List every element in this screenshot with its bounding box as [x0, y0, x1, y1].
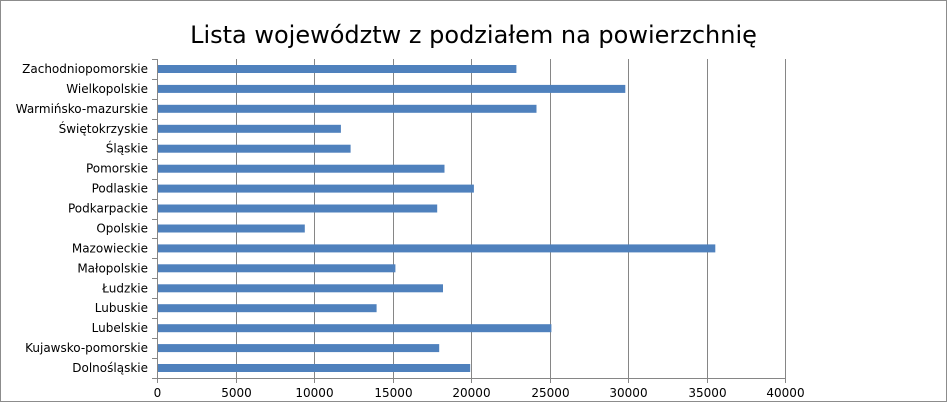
bar [157, 284, 443, 293]
category-label: Małopolskie [77, 261, 148, 275]
x-tick-label: 15000 [374, 386, 412, 400]
bar [157, 65, 517, 73]
x-tick-label: 35000 [688, 386, 726, 400]
x-tick-label: 10000 [295, 386, 333, 400]
category-label: Świętokrzyskie [59, 121, 148, 136]
category-label: Mazowieckie [72, 241, 148, 255]
bar [157, 84, 626, 93]
chart-title: Lista województw z podziałem na powierzc… [190, 21, 757, 49]
bar [157, 144, 351, 153]
x-tick-label: 20000 [452, 386, 490, 400]
category-label: Kujawsko-pomorskie [25, 341, 148, 355]
bar [157, 304, 377, 313]
bar [157, 264, 396, 273]
x-tick-label: 25000 [531, 386, 569, 400]
category-label: Śląskie [106, 141, 148, 156]
category-label: Podlaskie [92, 182, 148, 196]
x-tick-label: 40000 [766, 386, 804, 400]
category-label: Łudzkie [101, 281, 148, 295]
bar [157, 124, 341, 133]
bar [157, 204, 438, 213]
bar [157, 364, 471, 372]
x-tick-label: 0 [154, 386, 162, 400]
bar [157, 344, 440, 353]
category-label: Lubuskie [95, 301, 148, 315]
bar [157, 184, 474, 193]
category-label: Zachodniopomorskie [22, 62, 148, 76]
bar [157, 164, 445, 173]
x-tick-label: 30000 [609, 386, 647, 400]
bar [157, 244, 716, 253]
category-label: Opolskie [96, 222, 148, 236]
bar [157, 224, 305, 233]
bar [157, 104, 537, 113]
category-label: Warmińsko-mazurskie [16, 102, 148, 116]
category-label: Pomorskie [86, 162, 148, 176]
category-label: Podkarpackie [68, 202, 148, 216]
bar [157, 324, 552, 333]
category-label: Lubelskie [92, 321, 148, 335]
x-tick-label: 5000 [221, 386, 252, 400]
category-label: Wielkopolskie [66, 82, 148, 96]
category-label: Dolnośląskie [72, 361, 148, 375]
